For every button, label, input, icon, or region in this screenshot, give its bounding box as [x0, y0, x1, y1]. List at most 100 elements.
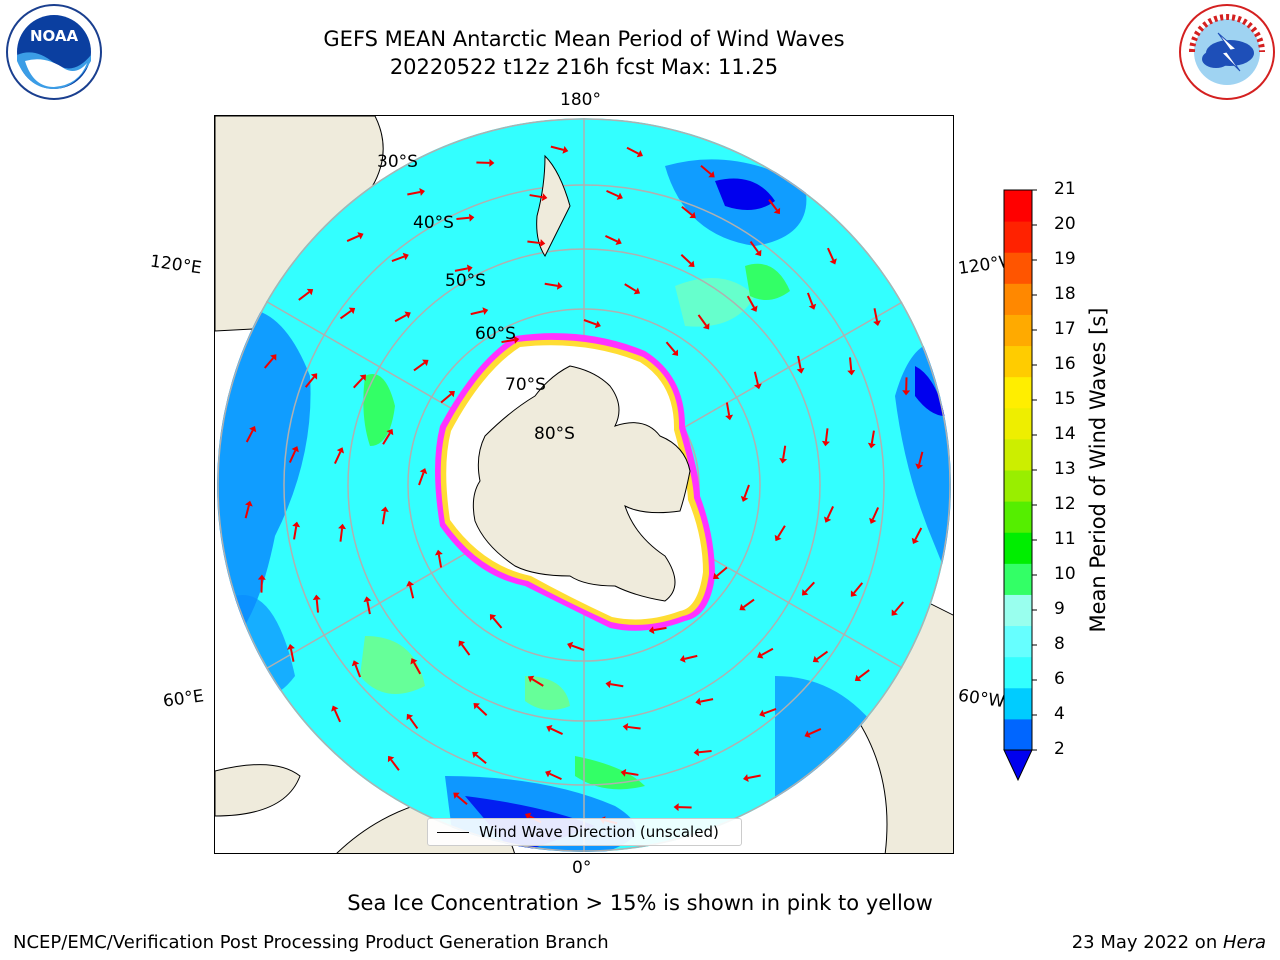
wind-wave-arrowhead: [695, 697, 702, 706]
colorbar-segment: [1004, 283, 1032, 315]
wind-wave-arrowhead: [648, 626, 655, 635]
map-legend: Wind Wave Direction (unscaled): [427, 818, 742, 846]
colorbar-segment: [1004, 314, 1032, 347]
wind-wave-arrow: [475, 754, 487, 765]
wind-wave-arrowhead: [759, 709, 766, 718]
wind-wave-arrow: [583, 319, 597, 326]
wind-wave-arrowhead: [473, 702, 480, 710]
footer-credit: NCEP/EMC/Verification Post Processing Pr…: [13, 932, 609, 953]
wind-wave-arrowhead: [754, 249, 762, 257]
wind-wave-arrows: [244, 145, 924, 825]
wind-wave-arrowhead: [513, 335, 520, 344]
wind-wave-arrowhead: [693, 748, 700, 757]
wind-wave-arrowhead: [689, 211, 696, 219]
wind-wave-arrow: [777, 525, 786, 538]
noaa-logo: NOAA: [5, 3, 103, 105]
wind-wave-arrow: [550, 727, 563, 735]
wind-wave-arrowhead: [287, 644, 295, 650]
wind-wave-arrow: [753, 371, 759, 385]
meridian-label-120e: 120°E: [148, 251, 203, 279]
wind-wave-arrow: [470, 310, 484, 316]
meridian-label-60e: 60°E: [161, 686, 206, 712]
wind-wave-arrow: [610, 683, 624, 688]
wind-wave-arrowhead: [850, 590, 858, 597]
meridian-label-0: 0°: [572, 858, 592, 878]
wind-wave-arrow: [870, 430, 875, 444]
wind-wave-arrowhead: [336, 447, 345, 454]
wind-wave-arrowhead: [867, 442, 876, 449]
wind-wave-arrowhead: [804, 730, 811, 738]
colorbar-segment: [1004, 221, 1032, 253]
wind-wave-arrowhead: [357, 232, 364, 240]
wind-wave-arrow: [339, 528, 344, 542]
wind-wave-arrow: [382, 432, 391, 445]
wind-wave-arrow: [826, 506, 834, 519]
wind-wave-arrow: [806, 292, 814, 306]
colorbar-tick-label: 9: [1054, 599, 1065, 619]
colorbar-tick-label: 17: [1054, 319, 1076, 339]
latitude-label-40s: 40°S: [413, 213, 454, 233]
wind-wave-arrow: [381, 511, 386, 525]
wind-wave-arrowhead: [812, 655, 820, 663]
colorbar-segment: [1004, 438, 1032, 471]
wind-wave-arrowhead: [688, 260, 695, 268]
wind-wave-arrow: [263, 357, 274, 369]
wind-wave-arrow: [700, 698, 714, 703]
wind-wave-arrow: [529, 194, 543, 199]
wind-wave-arrow: [476, 705, 488, 716]
wind-wave-arrow: [304, 376, 315, 388]
wind-wave-arrowhead: [915, 463, 924, 470]
wind-wave-arrowhead: [527, 675, 535, 683]
wind-wave-arrow: [293, 526, 298, 540]
wind-wave-arrow: [440, 393, 452, 404]
meridian-label-180: 180°: [560, 90, 601, 110]
wind-wave-arrow: [742, 598, 755, 608]
wind-wave-arrow: [665, 341, 676, 353]
latitude-label-60s: 60°S: [475, 324, 516, 344]
wind-wave-arrow: [407, 190, 421, 196]
wind-wave-arrowhead: [911, 537, 919, 544]
wind-wave-arrow: [782, 445, 787, 459]
colorbar-extend-triangle: [1003, 749, 1033, 782]
wind-wave-arrow: [624, 283, 637, 292]
colorbar-segment: [1004, 376, 1032, 409]
wind-wave-arrowhead: [713, 572, 720, 580]
wind-wave-arrowhead: [359, 374, 367, 381]
wind-wave-arrowhead: [489, 158, 495, 167]
wind-wave-arrow: [700, 164, 712, 175]
wind-wave-arrow: [456, 795, 468, 806]
sea-ice-note: Sea Ice Concentration > 15% is shown in …: [347, 891, 933, 915]
wind-wave-arrow: [871, 507, 880, 520]
wind-wave-arrow: [454, 267, 468, 272]
wind-wave-arrow: [763, 707, 777, 715]
wind-wave-arrow: [288, 450, 297, 463]
wind-wave-arrowhead: [829, 258, 837, 265]
wind-wave-arrowhead: [562, 145, 569, 154]
polar-map: 30°S 40°S 50°S 60°S 70°S 80°S: [214, 115, 954, 854]
colorbar-tick-label: 15: [1054, 389, 1076, 409]
wind-wave-arrow: [339, 310, 352, 320]
wind-wave-arrow: [544, 282, 558, 287]
wind-wave-arrowhead: [779, 457, 788, 464]
wind-wave-arrow: [244, 505, 250, 519]
wind-wave-arrow: [746, 295, 755, 308]
wind-wave-arrow: [571, 644, 585, 651]
wind-wave-arrowhead: [891, 609, 898, 616]
wind-wave-arrowhead: [873, 320, 881, 326]
wind-wave-arrow: [747, 774, 761, 780]
wind-wave-arrowhead: [556, 281, 563, 290]
colorbar-tick-label: 6: [1054, 669, 1065, 689]
wind-wave-arrowhead: [402, 252, 409, 261]
wind-wave-arrow: [627, 725, 641, 730]
wind-wave-arrowhead: [902, 390, 911, 396]
wind-wave-arrow: [437, 554, 443, 568]
footer-date: 23 May 2022 on Hera: [1072, 932, 1266, 953]
wind-wave-arrowhead: [605, 680, 612, 689]
wind-wave-arrow: [918, 451, 924, 465]
wind-wave-arrow: [390, 759, 400, 771]
wind-wave-arrow: [354, 664, 362, 678]
colorbar-label: Mean Period of Wind Waves [s]: [1086, 307, 1110, 633]
wind-wave-arrowhead: [620, 768, 627, 777]
colorbar-tick-label: 8: [1054, 634, 1065, 654]
wind-wave-arrowhead: [545, 770, 552, 778]
